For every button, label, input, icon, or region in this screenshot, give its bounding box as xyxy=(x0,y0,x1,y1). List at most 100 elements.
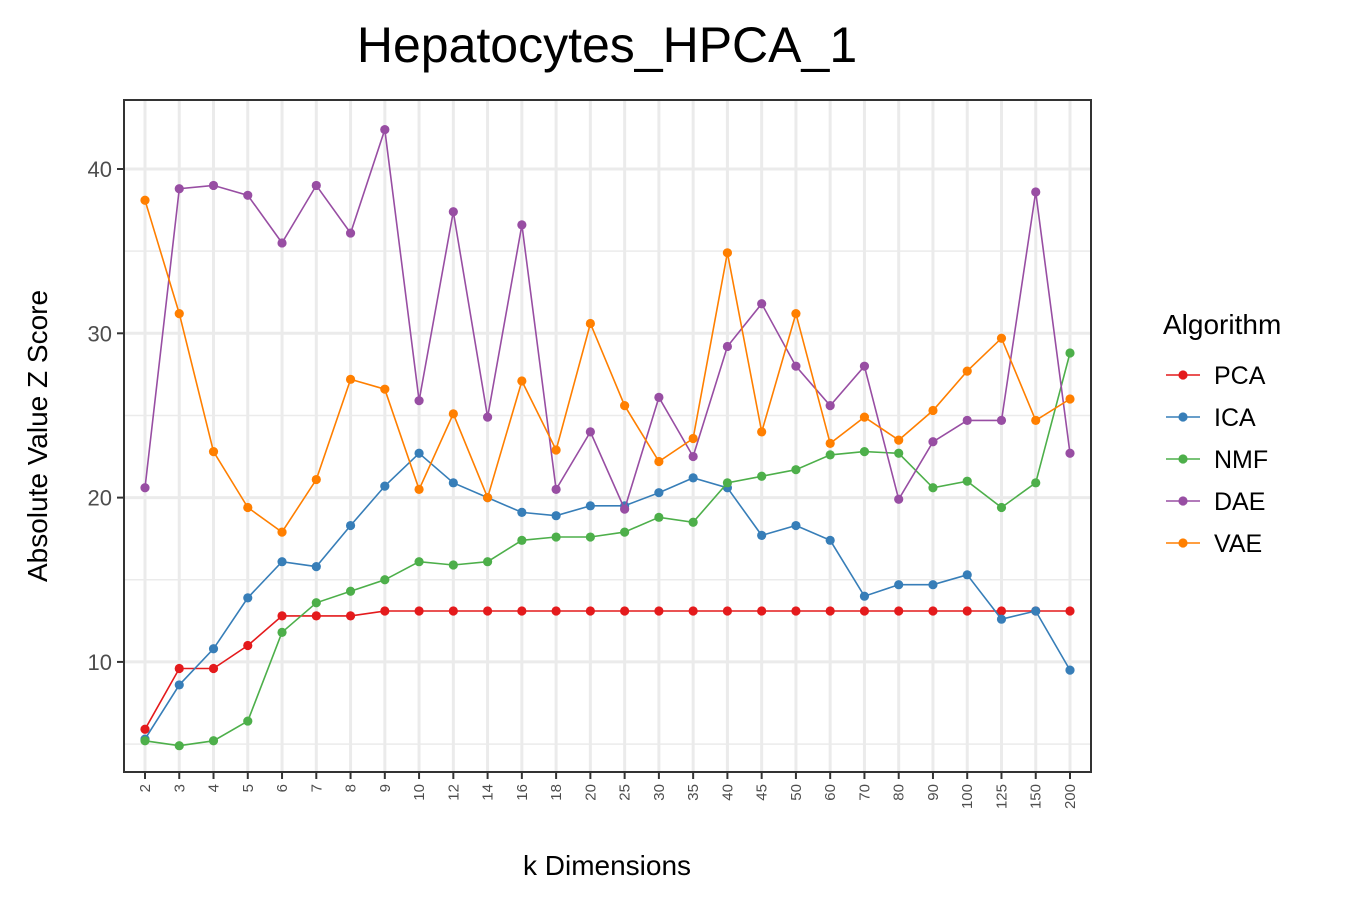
data-point-ica xyxy=(859,591,870,601)
data-point-dae xyxy=(928,437,938,447)
x-tick-label: 2 xyxy=(137,784,154,792)
data-point-nmf xyxy=(448,560,458,570)
data-point-vae xyxy=(928,405,938,416)
data-point-vae xyxy=(962,366,972,376)
data-point-pca xyxy=(825,606,835,616)
series-ica xyxy=(140,448,1075,744)
data-point-dae xyxy=(757,299,767,309)
x-tick-label: 60 xyxy=(822,784,839,801)
legend-item-vae: VAE xyxy=(1166,530,1262,558)
data-point-pca xyxy=(996,606,1007,616)
data-point-pca xyxy=(688,606,698,616)
data-point-nmf xyxy=(996,502,1007,513)
data-point-pca xyxy=(208,663,219,674)
data-point-dae xyxy=(140,483,150,493)
data-point-dae xyxy=(208,180,219,191)
data-point-vae xyxy=(722,248,733,258)
data-point-nmf xyxy=(859,447,870,457)
data-point-ica xyxy=(996,614,1007,624)
x-tick-label: 90 xyxy=(925,784,942,801)
data-point-ica xyxy=(311,562,321,572)
data-point-nmf xyxy=(825,450,835,460)
data-point-ica xyxy=(928,580,938,590)
data-point-ica xyxy=(414,448,424,458)
data-point-pca xyxy=(482,606,493,616)
x-tick-label: 7 xyxy=(308,784,325,792)
x-tick-label: 70 xyxy=(856,784,873,801)
legend-label: ICA xyxy=(1214,404,1256,432)
data-point-nmf xyxy=(311,598,321,608)
data-point-ica xyxy=(1031,606,1041,616)
data-point-ica xyxy=(345,520,356,531)
data-point-nmf xyxy=(277,627,287,637)
legend-item-nmf: NMF xyxy=(1166,446,1268,474)
data-point-nmf xyxy=(1065,348,1075,358)
data-point-pca xyxy=(962,606,972,616)
x-tick-label: 10 xyxy=(411,784,428,801)
x-tick-label: 12 xyxy=(445,784,462,801)
data-point-vae xyxy=(482,493,493,503)
data-point-vae xyxy=(208,447,219,457)
data-point-dae xyxy=(791,361,801,371)
data-point-pca xyxy=(414,606,424,616)
data-point-pca xyxy=(654,606,664,616)
legend-key-point xyxy=(1178,496,1188,506)
x-tick-label: 45 xyxy=(754,784,771,801)
data-point-ica xyxy=(654,488,664,498)
data-point-nmf xyxy=(482,557,493,567)
x-tick-label: 16 xyxy=(514,784,531,801)
data-point-vae xyxy=(311,474,321,485)
data-point-ica xyxy=(688,473,698,483)
legend-label: PCA xyxy=(1214,362,1266,390)
data-point-nmf xyxy=(791,465,801,475)
data-point-nmf xyxy=(757,471,767,481)
data-point-vae xyxy=(140,195,150,205)
plot-background xyxy=(124,100,1091,772)
x-tick-label: 18 xyxy=(548,784,565,801)
data-point-vae xyxy=(654,456,664,467)
x-tick-label: 25 xyxy=(617,784,634,801)
data-point-ica xyxy=(825,535,835,545)
data-point-dae xyxy=(962,415,972,425)
x-tick-label: 6 xyxy=(274,784,291,792)
x-tick-label: 3 xyxy=(171,784,188,792)
data-point-vae xyxy=(825,438,835,448)
plot-border xyxy=(123,99,1092,773)
data-point-vae xyxy=(1065,394,1075,404)
data-point-nmf xyxy=(620,527,630,537)
x-tick-label: 30 xyxy=(651,784,668,801)
legend-label: VAE xyxy=(1214,530,1262,558)
data-point-pca xyxy=(620,606,630,616)
data-point-pca xyxy=(894,606,904,616)
data-point-vae xyxy=(1031,415,1041,425)
data-point-dae xyxy=(174,184,184,194)
legend-item-ica: ICA xyxy=(1166,404,1256,432)
series-vae xyxy=(140,195,1075,537)
y-axis: 10 20 30 40 xyxy=(88,157,124,675)
data-point-ica xyxy=(791,520,801,531)
data-point-dae xyxy=(414,396,424,406)
data-point-ica xyxy=(757,530,767,541)
x-tick-label: 8 xyxy=(343,784,360,792)
data-point-pca xyxy=(791,606,801,616)
data-point-ica xyxy=(380,481,390,491)
series-line-pca xyxy=(144,610,1070,730)
x-axis-title: k Dimensions xyxy=(523,850,691,881)
y-axis-title: Absolute Value Z Score xyxy=(22,290,53,582)
data-point-vae xyxy=(345,374,356,384)
data-point-vae xyxy=(414,484,424,494)
data-point-dae xyxy=(585,427,595,437)
data-point-ica xyxy=(243,593,253,603)
data-point-ica xyxy=(277,557,287,567)
data-point-nmf xyxy=(654,512,664,522)
legend-key-point xyxy=(1178,538,1188,548)
legend-title: Algorithm xyxy=(1163,309,1281,340)
legend-key-point xyxy=(1178,454,1188,464)
data-point-vae xyxy=(688,433,698,444)
y-tick-label: 30 xyxy=(88,321,112,346)
data-point-vae xyxy=(894,435,904,445)
x-tick-label: 200 xyxy=(1062,784,1079,809)
data-point-vae xyxy=(551,445,561,455)
data-point-pca xyxy=(928,606,938,616)
data-point-dae xyxy=(482,412,493,422)
